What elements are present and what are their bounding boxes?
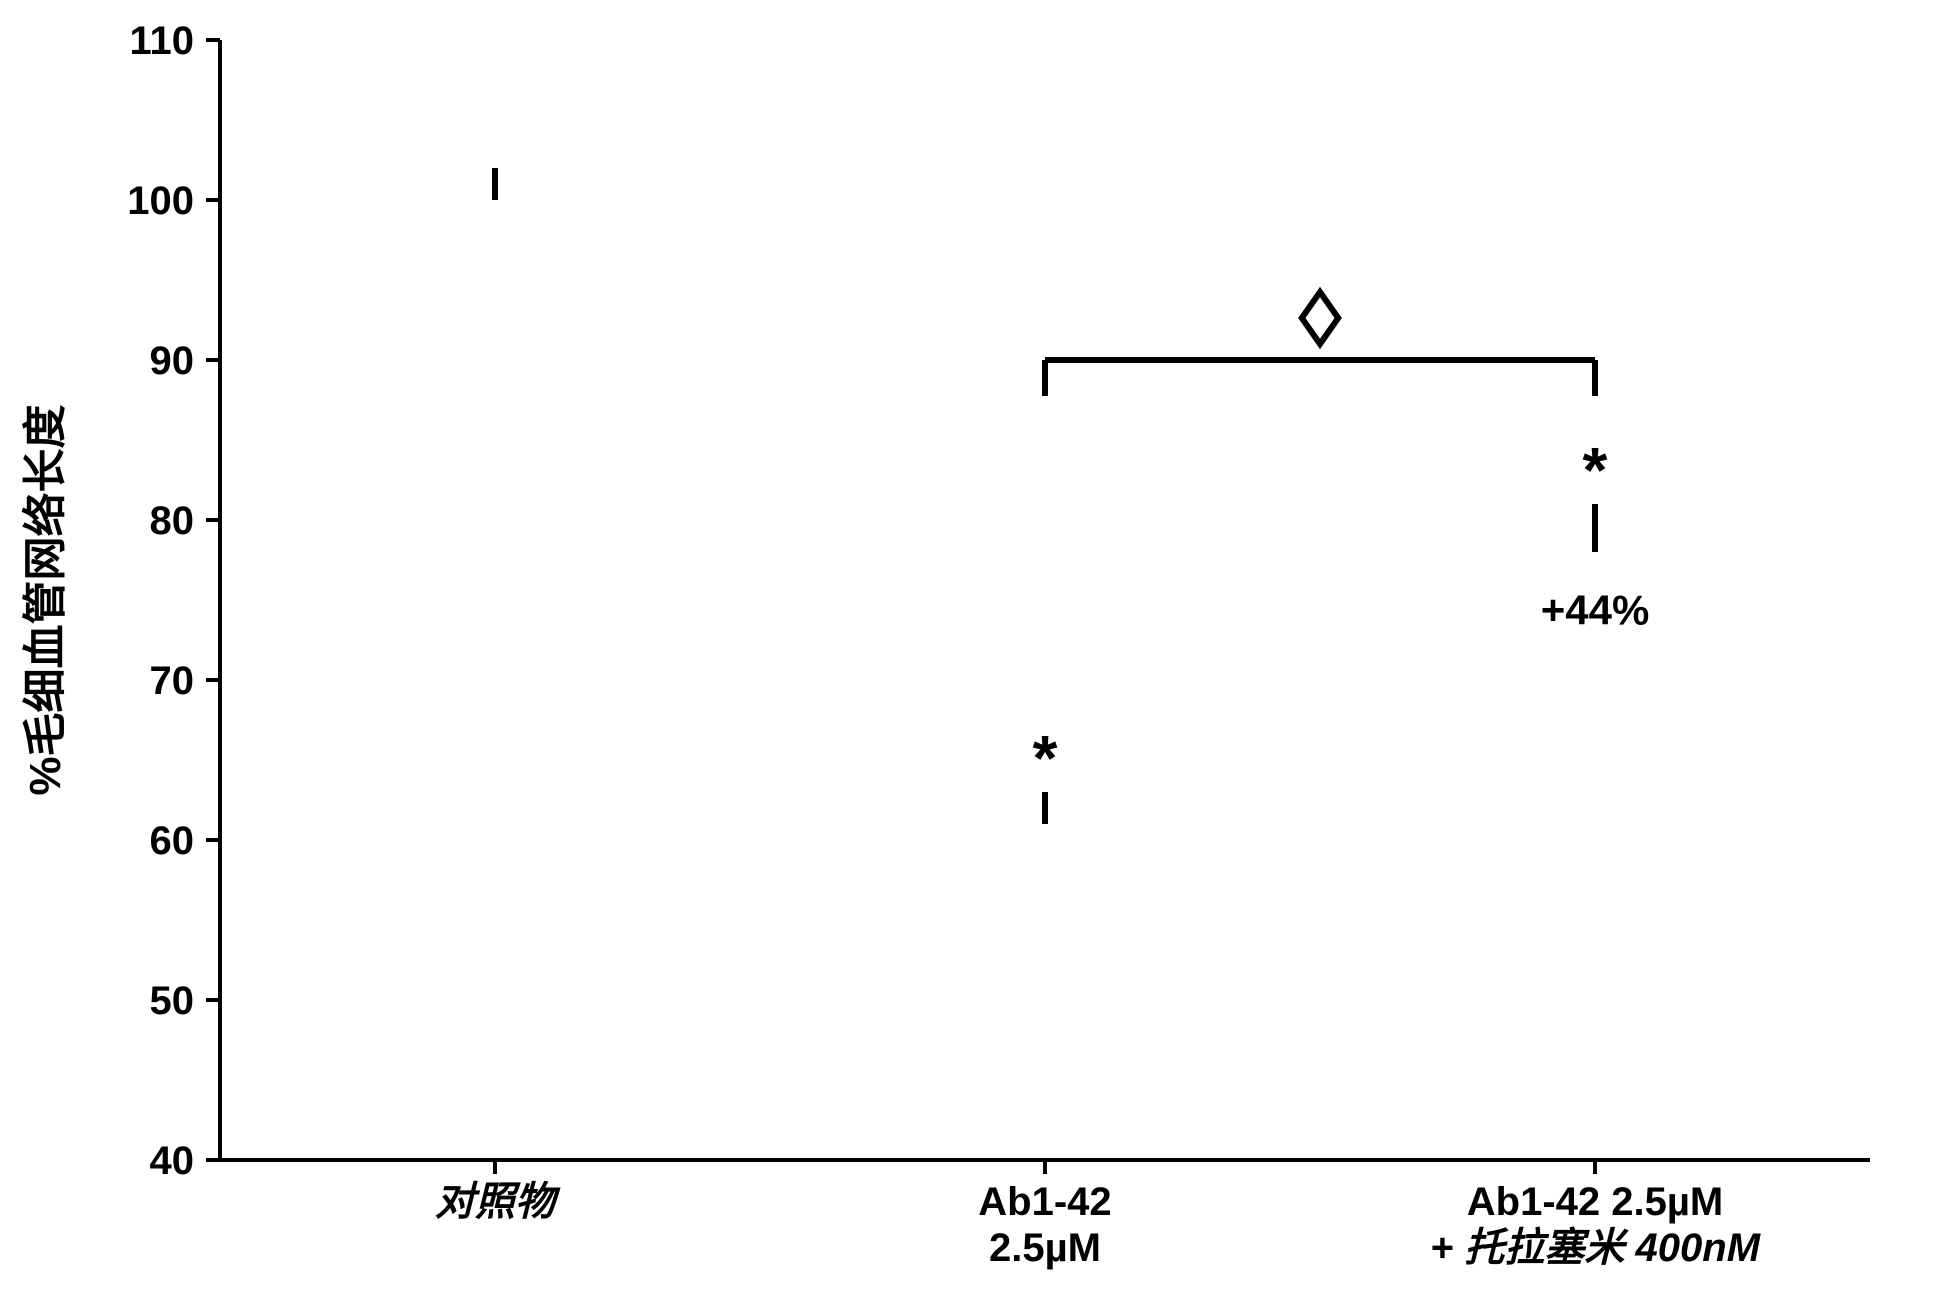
- x-category-label: Ab1-42: [978, 1180, 1111, 1224]
- y-tick-label: 60: [150, 819, 195, 863]
- x-category-label: Ab1-42 2.5µM: [1467, 1180, 1723, 1224]
- chart-svg: 40 50 60 70 80 90 100 110 %毛细血管网络长度对照物 * Ab1-422.5…: [0, 0, 1934, 1303]
- chart-container: { "chart": { "type": "bar", "background_…: [0, 0, 1934, 1303]
- y-tick-label: 70: [150, 659, 195, 703]
- y-tick-label: 100: [127, 179, 194, 223]
- annotation-text: +44%: [1541, 586, 1650, 633]
- significance-star: *: [1033, 722, 1058, 794]
- significance-star: *: [1583, 434, 1608, 506]
- y-tick-label: 50: [150, 979, 195, 1023]
- x-category-label: 对照物: [435, 1180, 561, 1224]
- y-tick-label: 40: [150, 1139, 195, 1183]
- y-tick-label: 110: [129, 19, 194, 63]
- y-axis-label: %毛细血管网络长度: [20, 404, 70, 795]
- x-category-label: 2.5µM: [989, 1226, 1101, 1270]
- y-tick-label: 80: [150, 499, 195, 543]
- x-category-label: + 托拉塞米 400nM: [1430, 1226, 1762, 1270]
- y-tick-label: 90: [150, 339, 195, 383]
